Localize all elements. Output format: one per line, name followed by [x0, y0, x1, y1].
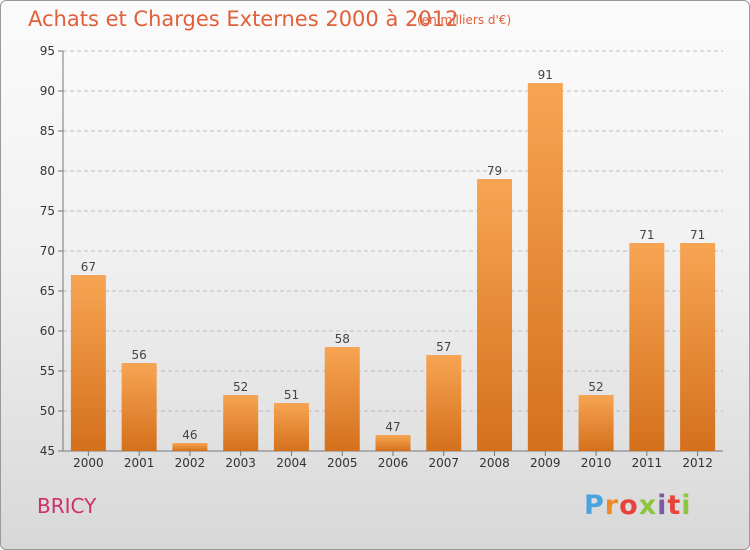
x-tick-label: 2007: [428, 456, 459, 470]
bar: [273, 403, 309, 451]
data-label: 67: [81, 260, 96, 274]
bar: [477, 179, 513, 451]
logo-letter: P: [584, 490, 605, 521]
x-tick-label: 2005: [327, 456, 358, 470]
data-label: 91: [538, 68, 553, 82]
bar: [680, 243, 716, 451]
bar: [527, 83, 563, 451]
x-tick-label: 2002: [175, 456, 206, 470]
bar: [375, 435, 411, 451]
x-tick-label: 2011: [632, 456, 663, 470]
chart-subtitle: (en milliers d'€): [417, 13, 512, 27]
data-label: 52: [233, 380, 248, 394]
logo-letter: t: [667, 490, 682, 521]
x-tick-label: 2008: [479, 456, 510, 470]
y-tick-label: 90: [40, 84, 55, 98]
x-tick-label: 2001: [124, 456, 155, 470]
bar: [223, 395, 259, 451]
bars: [70, 83, 716, 451]
bar: [70, 275, 106, 451]
data-label: 47: [385, 420, 400, 434]
chart-title: Achats et Charges Externes 2000 à 2012: [28, 7, 459, 31]
data-label: 79: [487, 164, 502, 178]
x-tick-label: 2000: [73, 456, 104, 470]
bar: [172, 443, 208, 451]
logo-letter: x: [638, 490, 658, 521]
y-tick-label: 75: [40, 204, 55, 218]
y-tick-label: 85: [40, 124, 55, 138]
grid-lines: [63, 50, 723, 452]
x-tick-label: 2004: [276, 456, 307, 470]
x-tick-label: 2009: [530, 456, 561, 470]
data-labels: 67 56 46 52 51 58 47 57 79 91 52 71 71: [81, 68, 706, 442]
y-tick-label: 55: [40, 364, 55, 378]
y-tick-label: 45: [40, 444, 55, 458]
bar: [324, 347, 360, 451]
logo-letter: o: [619, 490, 639, 521]
y-tick-label: 60: [40, 324, 55, 338]
logo-letter: r: [604, 490, 620, 521]
data-label: 56: [132, 348, 147, 362]
logo-letter: i: [681, 490, 692, 521]
data-label: 57: [436, 340, 451, 354]
data-label: 71: [639, 228, 654, 242]
data-label: 71: [690, 228, 705, 242]
data-label: 58: [335, 332, 350, 346]
data-label: 46: [182, 428, 197, 442]
proxiti-logo: Proxiti: [584, 490, 692, 521]
y-tick-label: 80: [40, 164, 55, 178]
bar: [121, 363, 157, 451]
y-tick-label: 70: [40, 244, 55, 258]
y-tick-label: 50: [40, 404, 55, 418]
x-tick-label: 2006: [378, 456, 409, 470]
y-tick-label: 95: [40, 44, 55, 58]
bar: [426, 355, 462, 451]
x-tick-label: 2003: [225, 456, 256, 470]
data-label: 52: [588, 380, 603, 394]
x-tick-label: 2010: [581, 456, 612, 470]
bar: [578, 395, 614, 451]
bar: [629, 243, 665, 451]
logo-letter: i: [657, 490, 668, 521]
y-tick-label: 65: [40, 284, 55, 298]
commune-name: BRICY: [37, 494, 97, 518]
data-label: 51: [284, 388, 299, 402]
x-tick-label: 2012: [682, 456, 713, 470]
